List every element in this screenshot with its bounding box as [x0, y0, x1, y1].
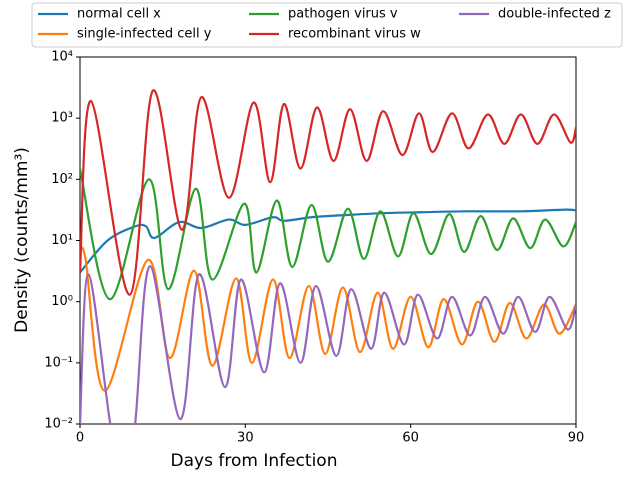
- y-tick-label: 10⁻²: [44, 417, 73, 432]
- legend-label: normal cell x: [77, 7, 161, 22]
- x-axis-label: Days from Infection: [171, 451, 338, 471]
- series-line: [80, 89, 576, 296]
- x-tick-label: 90: [568, 431, 585, 446]
- plot-area: [79, 56, 577, 425]
- legend-label: recombinant virus w: [288, 27, 421, 42]
- curves: [80, 89, 576, 424]
- x-tick-label: 60: [402, 431, 419, 446]
- series-line: [80, 265, 576, 424]
- y-tick-label: 10³: [51, 111, 73, 126]
- y-tick-label: 10⁰: [51, 294, 73, 309]
- series-line: [80, 208, 576, 274]
- legend-label: double-infected z: [498, 7, 611, 22]
- y-axis-label: Density (counts/mm³): [12, 147, 32, 333]
- legend-label: pathogen virus v: [288, 7, 398, 22]
- y-tick-label: 10⁻¹: [44, 355, 73, 370]
- y-tick-label: 10⁴: [51, 50, 73, 65]
- series-line: [80, 168, 576, 301]
- x-tick-label: 0: [76, 431, 84, 446]
- legend-label: single-infected cell y: [77, 27, 212, 42]
- x-tick-label: 30: [237, 431, 254, 446]
- y-tick-label: 10²: [51, 172, 73, 187]
- y-tick-label: 10¹: [51, 233, 73, 248]
